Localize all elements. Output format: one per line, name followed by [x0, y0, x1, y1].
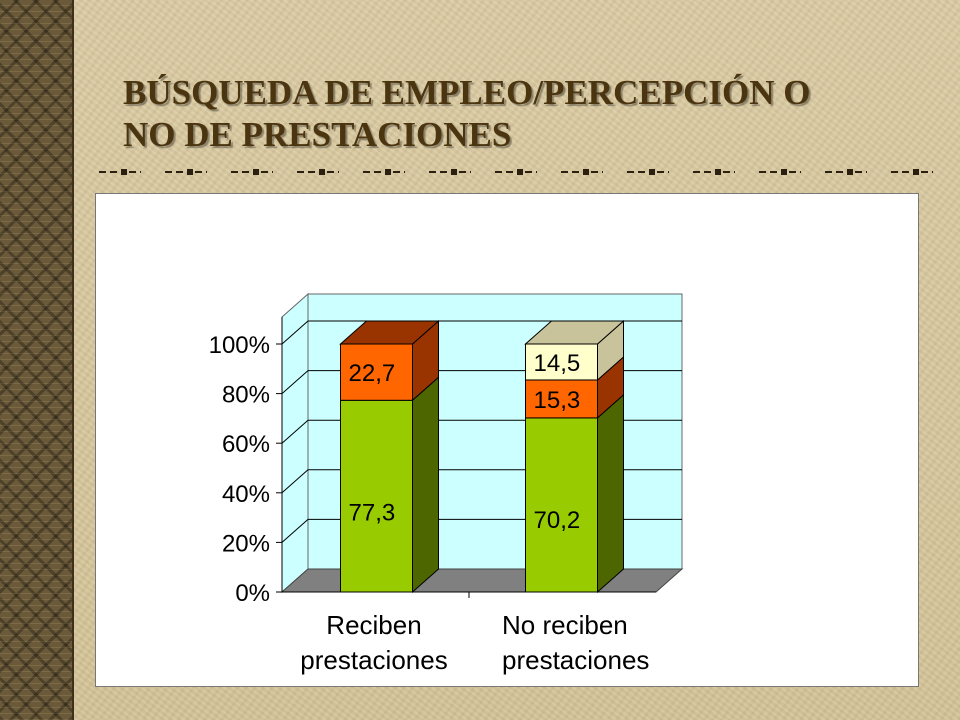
data-label: 14,5 — [534, 350, 581, 377]
bar-side-face — [597, 393, 624, 594]
bar-segment — [525, 343, 598, 381]
x-category-label: prestaciones — [300, 645, 447, 675]
bar-top-face — [524, 320, 625, 345]
divider-marker — [913, 169, 919, 175]
y-tick-label: 20% — [222, 530, 270, 557]
divider-marker — [121, 169, 127, 175]
x-category-label: Reciben — [326, 610, 421, 640]
bar-segment — [525, 417, 598, 593]
divider-marker — [517, 169, 523, 175]
x-category-label: No reciben — [502, 610, 628, 640]
divider-marker — [649, 169, 655, 175]
divider-marker — [385, 169, 391, 175]
y-tick-label: 80% — [222, 382, 270, 409]
slide-title: BÚSQUEDA DE EMPLEO/PERCEPCIÓN O NO DE PR… — [123, 72, 923, 156]
plot-area: 0% 20% 40% 60% 80% 100% 77,3 22,7 Reciben prestac… — [209, 292, 684, 675]
y-tick-label: 60% — [222, 431, 270, 458]
divider-marker — [583, 169, 589, 175]
x-category-label: prestaciones — [502, 645, 649, 675]
divider-marker — [451, 169, 457, 175]
title-divider — [99, 169, 933, 175]
divider-marker — [715, 169, 721, 175]
divider-marker — [253, 169, 259, 175]
bar-segment — [340, 343, 413, 401]
data-label: 22,7 — [349, 360, 396, 387]
bar-side-face — [412, 376, 439, 594]
data-label: 15,3 — [534, 387, 581, 414]
divider-marker — [319, 169, 325, 175]
chart-container: 0% 20% 40% 60% 80% 100% 77,3 22,7 Reciben prestac… — [95, 193, 919, 687]
slide-title-line-1: BÚSQUEDA DE EMPLEO/PERCEPCIÓN O — [123, 73, 811, 112]
y-tick-label: 0% — [235, 580, 270, 607]
divider-marker — [187, 169, 193, 175]
bar-top-face — [339, 320, 440, 345]
divider-marker — [847, 169, 853, 175]
data-label: 77,3 — [349, 499, 396, 526]
y-tick-label: 40% — [222, 481, 270, 508]
decorative-left-strip — [0, 0, 74, 720]
y-tick-label: 100% — [209, 332, 270, 359]
bar-segment — [340, 399, 413, 593]
stacked-bar-chart: 0% 20% 40% 60% 80% 100% 77,3 22,7 Reciben prestac… — [209, 292, 684, 675]
divider-marker — [781, 169, 787, 175]
slide-title-line-2: NO DE PRESTACIONES — [123, 115, 512, 154]
chart-side-wall — [281, 292, 309, 594]
data-label: 70,2 — [534, 507, 581, 534]
